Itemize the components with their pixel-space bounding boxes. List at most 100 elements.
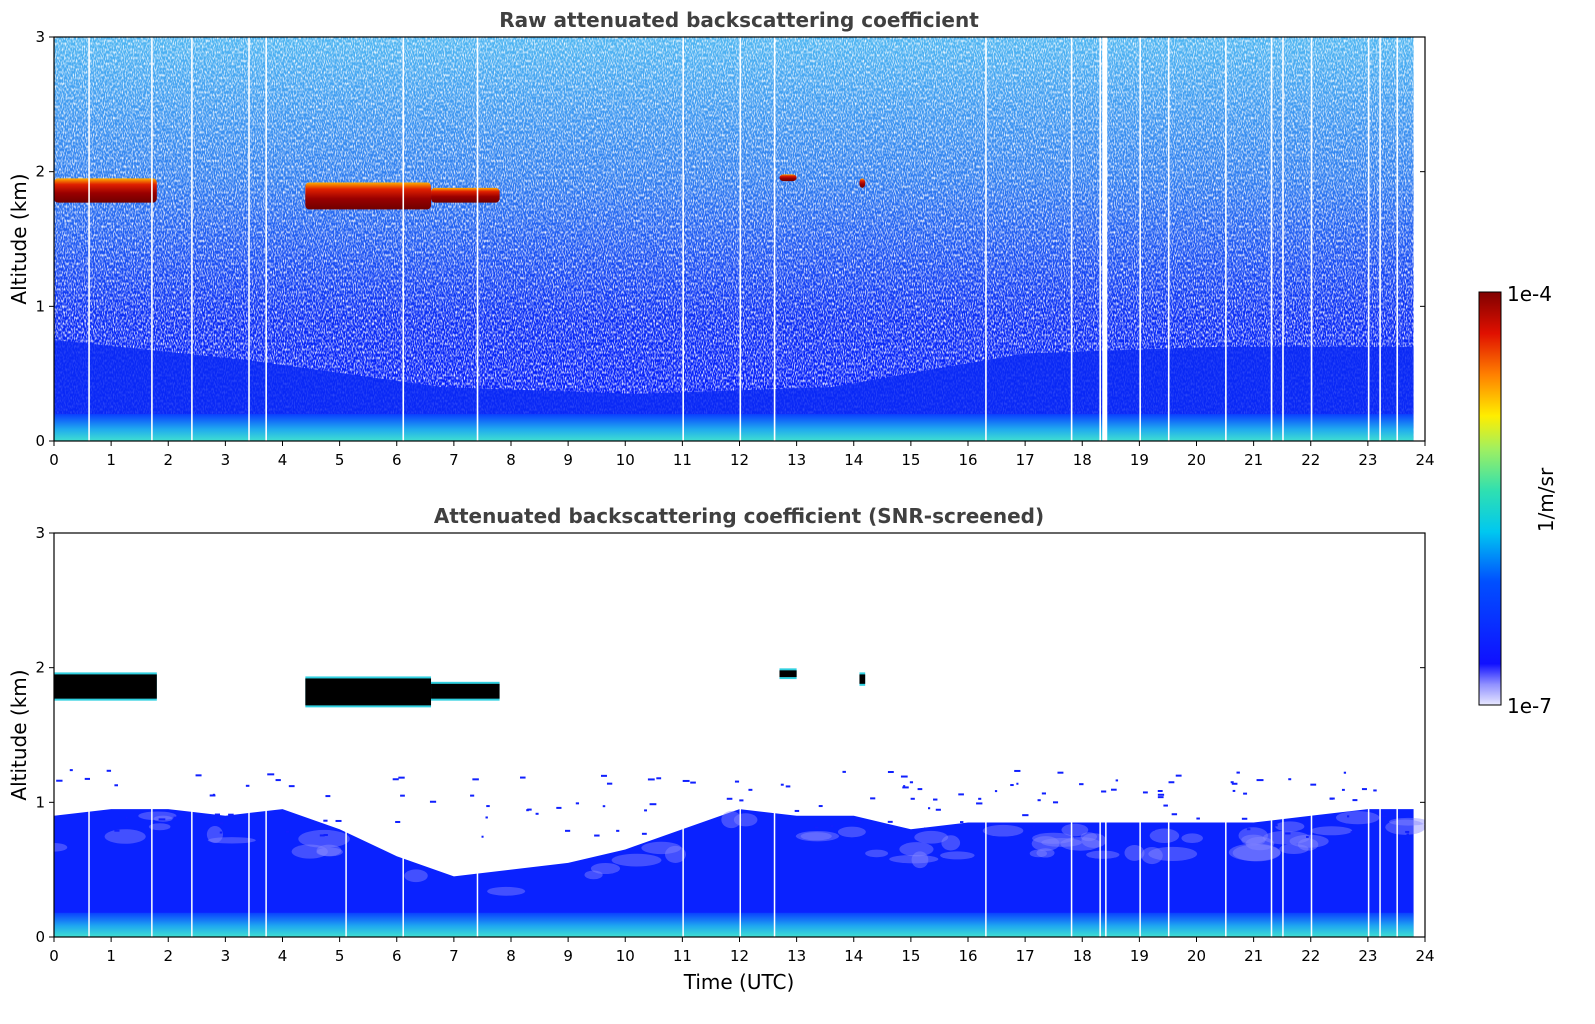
- screened-aerosol-patch: [104, 829, 146, 844]
- screened-aerosol-patch: [800, 832, 832, 841]
- screened-gap-line: [248, 802, 250, 937]
- screened-aerosol-patch: [795, 831, 840, 842]
- screened-gap-line: [739, 802, 741, 937]
- screened-speckle: [842, 770, 846, 773]
- screened-gap-line: [682, 802, 684, 937]
- screened-speckle: [1168, 781, 1175, 784]
- screened-aerosol-patch: [1081, 833, 1107, 848]
- screened-speckle: [323, 833, 328, 836]
- screened-speckle: [641, 832, 647, 835]
- screened-speckle: [526, 809, 529, 812]
- x-tick-label: 14: [844, 947, 863, 965]
- screened-aerosol-patch: [1335, 811, 1380, 825]
- screened-aerosol-patch: [837, 826, 866, 838]
- screened-speckle: [1373, 789, 1377, 792]
- screened-speckle: [1142, 791, 1148, 794]
- screened-gap-line: [1099, 802, 1101, 937]
- screened-aerosol-patch: [865, 849, 889, 858]
- x-tick-label: 23: [1358, 451, 1377, 469]
- top-ylabel: Altitude (km): [7, 173, 31, 304]
- y-tick-label: 3: [35, 524, 45, 542]
- x-tick-label: 14: [844, 451, 863, 469]
- y-tick-label: 2: [35, 163, 45, 181]
- screened-speckle: [114, 829, 120, 832]
- screened-speckle: [606, 782, 613, 785]
- screened-gap-line: [345, 802, 347, 937]
- x-tick-label: 5: [335, 451, 345, 469]
- x-tick-label: 2: [163, 451, 173, 469]
- screened-speckle: [1241, 817, 1248, 820]
- screened-speckle: [903, 785, 906, 788]
- screened-aerosol-patch: [1389, 817, 1425, 826]
- screened-gap-line: [1310, 802, 1313, 937]
- raw-gap-line: [773, 37, 776, 441]
- screened-aerosol-patch: [1141, 846, 1163, 865]
- raw-gap-line: [248, 37, 250, 441]
- screened-speckle: [323, 819, 328, 822]
- screened-speckle: [734, 780, 740, 783]
- raw-cloud-layers: [54, 174, 866, 210]
- screened-speckle: [209, 794, 216, 797]
- screened-speckle: [219, 831, 223, 834]
- screened-speckle: [485, 816, 488, 819]
- x-tick-label: 12: [730, 451, 749, 469]
- x-tick-label: 6: [392, 947, 402, 965]
- screened-speckle: [616, 829, 620, 832]
- raw-gap-line: [88, 37, 90, 441]
- screened-gap-line: [151, 802, 153, 937]
- screened-speckle: [1243, 792, 1248, 795]
- x-tick-label: 21: [1244, 451, 1263, 469]
- screened-speckle: [978, 797, 982, 800]
- top-axis-ticks: 0 1 2 3 4 5 6 7 8 9 10 11 12 13 14 15 16 17 18 19 20 21 22 23 24…: [35, 28, 1434, 469]
- x-tick-label: 11: [673, 451, 692, 469]
- screened-aerosol-patch: [899, 842, 934, 857]
- screened-aerosol-patch: [611, 853, 662, 867]
- screened-aerosol-patch: [487, 886, 526, 896]
- x-tick-label: 3: [221, 947, 231, 965]
- x-tick-label: 21: [1244, 947, 1263, 965]
- screened-aerosol-patch: [1385, 819, 1425, 835]
- screened-speckle: [392, 778, 399, 781]
- screened-aerosol-patch: [291, 844, 328, 859]
- screened-speckle: [1343, 771, 1347, 774]
- raw-gap-line: [1167, 37, 1170, 441]
- x-tick-label: 16: [958, 451, 977, 469]
- screened-speckle: [594, 834, 600, 837]
- screened-gap-line: [1225, 802, 1227, 937]
- screened-speckle: [1236, 771, 1240, 774]
- screened-cloud: [859, 674, 866, 684]
- raw-no-data-region: [1413, 37, 1425, 441]
- screened-aerosol-patch: [940, 851, 975, 860]
- x-tick-label: 24: [1415, 451, 1434, 469]
- raw-cloud: [431, 187, 500, 203]
- screened-speckle: [472, 778, 479, 781]
- screened-aerosol-patch: [1241, 834, 1266, 846]
- screened-aerosol-patch: [914, 830, 949, 844]
- screened-gap-line: [265, 802, 267, 937]
- screened-aerosol-patch: [1029, 849, 1048, 858]
- x-tick-label: 9: [563, 947, 573, 965]
- x-tick-label: 17: [1016, 947, 1035, 965]
- screened-gap-line: [985, 802, 987, 937]
- screened-speckle: [1341, 788, 1345, 791]
- screened-speckle: [325, 795, 331, 798]
- x-tick-label: 2: [163, 947, 173, 965]
- screened-speckle: [245, 784, 250, 787]
- screened-aerosol-patch: [1086, 850, 1120, 859]
- screened-speckle: [56, 779, 63, 782]
- screened-aerosol-patch: [941, 835, 961, 851]
- screened-aerosol-band: [54, 809, 1414, 937]
- screened-speckle: [1256, 779, 1264, 782]
- screened-speckle: [228, 813, 234, 816]
- screened-speckle: [125, 816, 128, 819]
- screened-speckle: [1175, 774, 1182, 777]
- screened-aerosol-patch: [54, 843, 68, 852]
- top-title: Raw attenuated backscattering coefficien…: [499, 8, 979, 32]
- screened-aerosol-patch: [316, 847, 343, 857]
- screened-speckle: [1196, 817, 1200, 820]
- raw-gap-line: [1282, 37, 1284, 441]
- screened-speckle: [1016, 782, 1019, 785]
- screened-speckle: [924, 827, 927, 830]
